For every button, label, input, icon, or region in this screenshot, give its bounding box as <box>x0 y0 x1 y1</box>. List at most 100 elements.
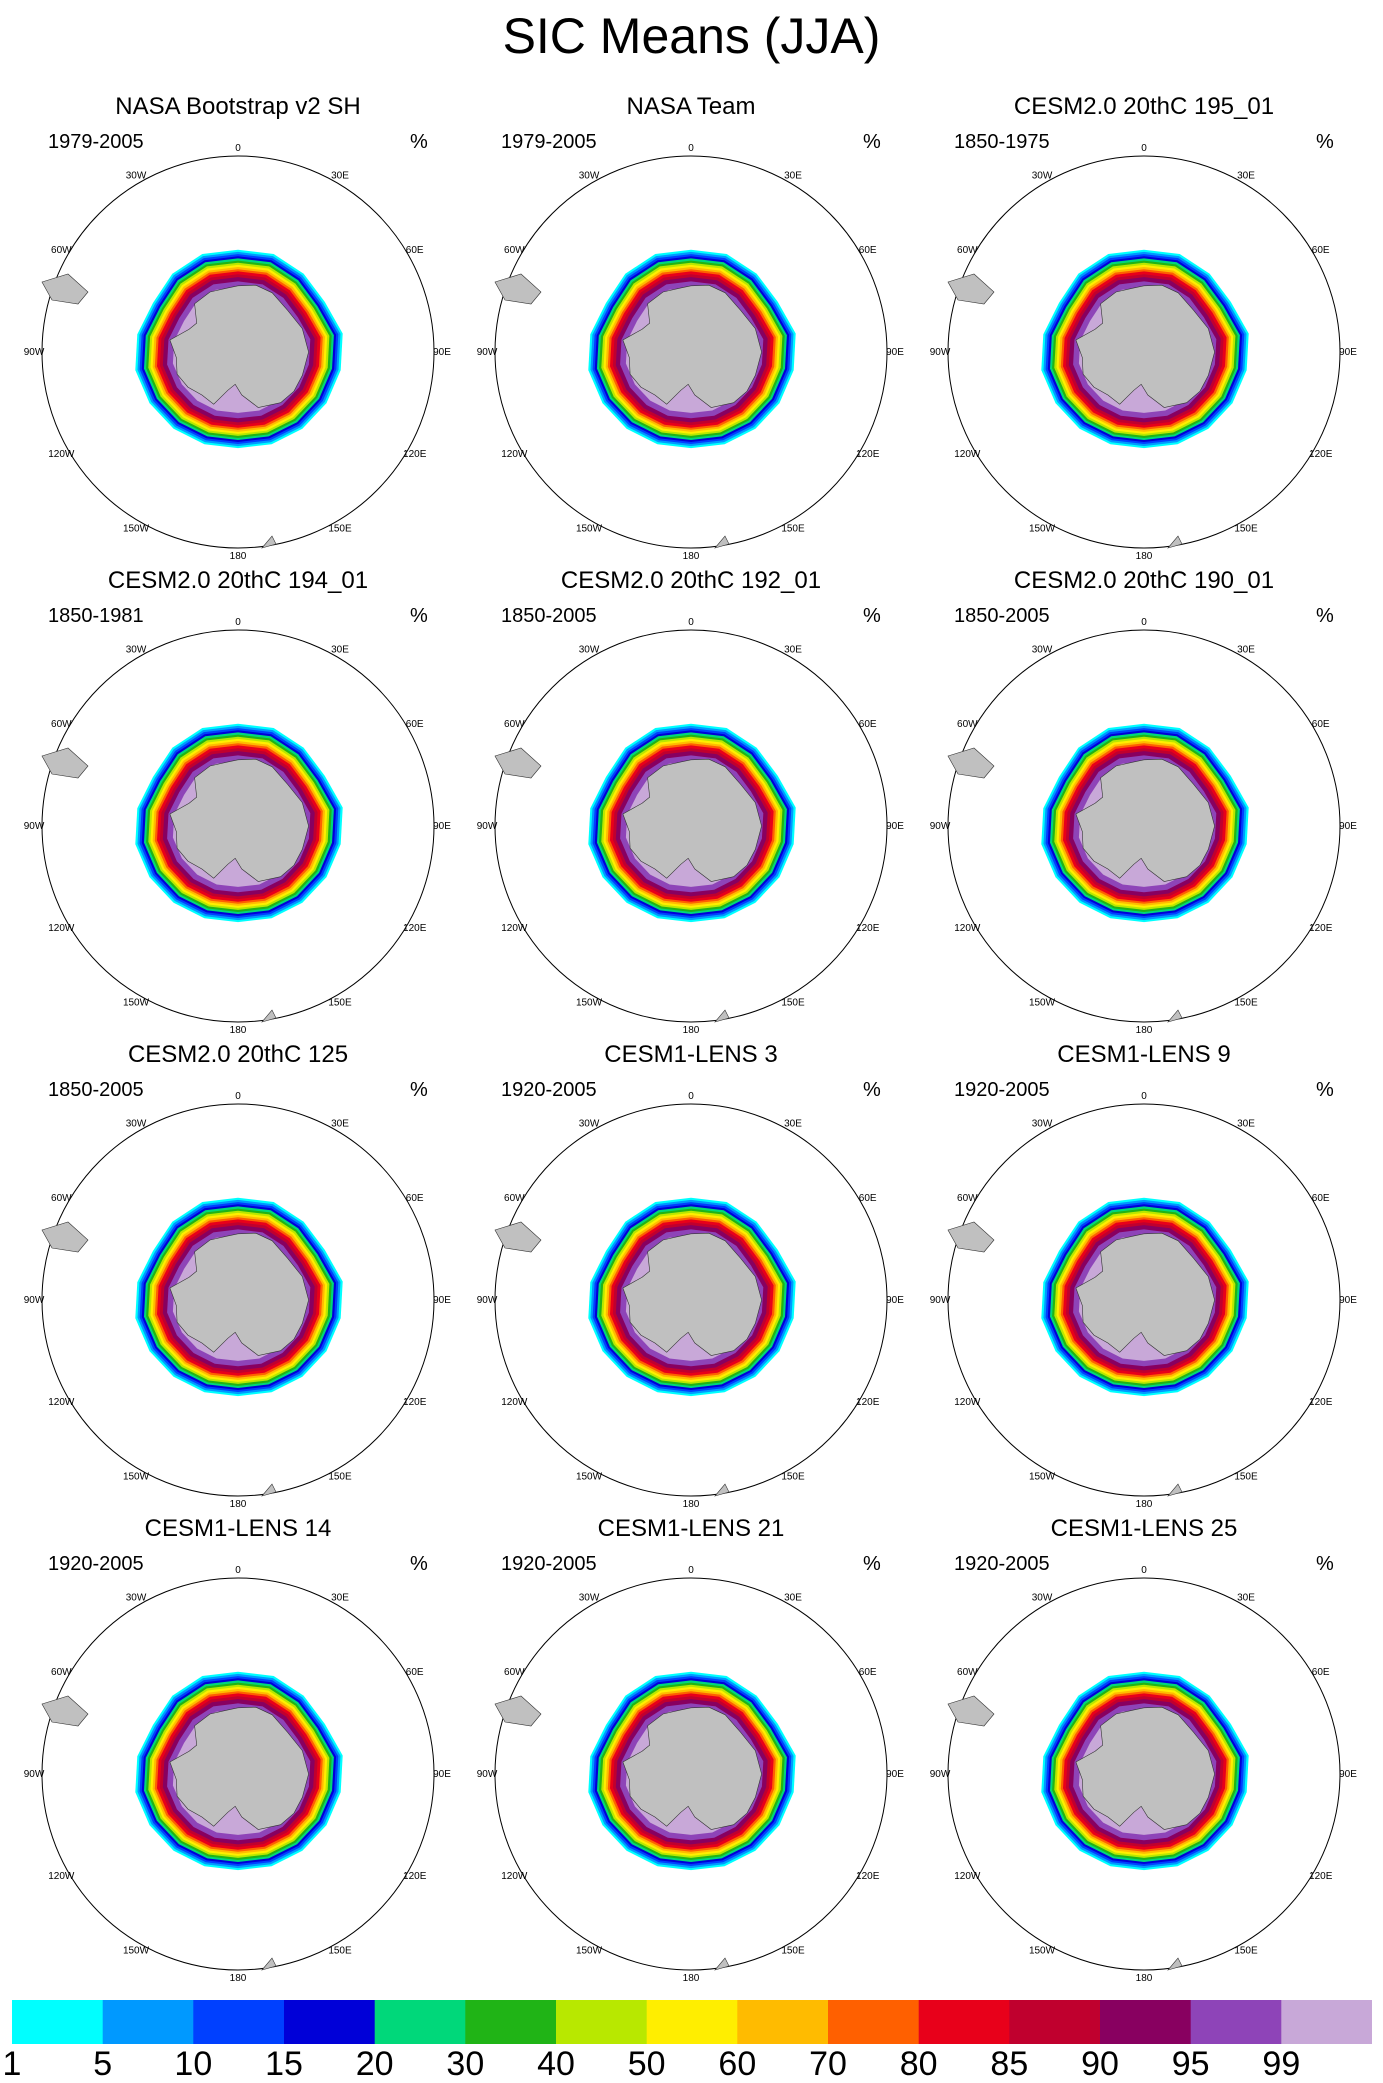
longitude-label: 30E <box>331 1118 349 1129</box>
longitude-label: 30E <box>784 1592 802 1603</box>
colorbar-tick-label: 95 <box>1171 2045 1210 2083</box>
longitude-label: 90E <box>433 347 451 358</box>
south-america-landmass <box>494 747 542 779</box>
polar-map: 0 30E 60E 90E 120E 150E 180 150W 120W 90W 60W 30W <box>24 617 452 1036</box>
south-america-landmass <box>41 1695 89 1727</box>
panel-units: % <box>863 605 881 627</box>
longitude-label: 180 <box>230 1499 247 1510</box>
longitude-label: 90W <box>477 1769 498 1780</box>
longitude-label: 120E <box>403 1397 427 1408</box>
longitude-label: 120W <box>954 1871 981 1882</box>
map-panel: CESM1-LENS 25 1920-2005% 0 30E 60E 90E 120E 150… <box>914 1514 1374 1989</box>
longitude-label: 150E <box>328 998 352 1009</box>
map-panel: CESM1-LENS 9 1920-2005% 0 30E 60E 90E 120E 150E… <box>914 1040 1374 1515</box>
longitude-label: 0 <box>688 143 694 154</box>
longitude-label: 30W <box>579 170 600 181</box>
new-zealand-landmass <box>1167 1009 1183 1023</box>
longitude-label: 90E <box>1339 1769 1357 1780</box>
antarctica-landmass <box>622 1706 762 1830</box>
new-zealand-landmass <box>1167 535 1183 549</box>
south-america-landmass <box>41 1221 89 1253</box>
colorbar-tick-label: 60 <box>718 2045 757 2083</box>
longitude-label: 60E <box>859 719 877 730</box>
panel-years: 1850-2005 <box>48 1079 144 1101</box>
longitude-label: 60E <box>406 245 424 256</box>
longitude-label: 150W <box>123 998 150 1009</box>
longitude-label: 0 <box>1141 143 1147 154</box>
longitude-label: 30W <box>126 1592 147 1603</box>
longitude-label: 120W <box>48 923 75 934</box>
longitude-label: 0 <box>235 1565 241 1576</box>
longitude-label: 90W <box>24 347 45 358</box>
south-america-landmass <box>494 1221 542 1253</box>
colorbar-swatch <box>102 2000 194 2044</box>
longitude-label: 120E <box>856 449 880 460</box>
new-zealand-landmass <box>714 1009 730 1023</box>
longitude-label: 120W <box>48 449 75 460</box>
polar-map: 0 30E 60E 90E 120E 150E 180 150W 120W 90W 60W 30W <box>930 617 1358 1036</box>
longitude-label: 90W <box>477 821 498 832</box>
longitude-label: 60E <box>406 1667 424 1678</box>
colorbar <box>12 2000 1372 2044</box>
new-zealand-landmass <box>1167 1483 1183 1497</box>
panel-units: % <box>410 605 428 627</box>
panel-years: 1979-2005 <box>48 131 144 153</box>
longitude-label: 120W <box>501 923 528 934</box>
longitude-label: 120E <box>403 449 427 460</box>
panel-years: 1850-1975 <box>954 131 1050 153</box>
new-zealand-landmass <box>261 1009 277 1023</box>
panel-title: NASA Bootstrap v2 SH <box>115 93 361 120</box>
new-zealand-landmass <box>261 1957 277 1971</box>
longitude-label: 30E <box>1237 170 1255 181</box>
longitude-label: 90E <box>886 347 904 358</box>
antarctica-landmass <box>622 284 762 408</box>
longitude-label: 60E <box>1312 245 1330 256</box>
south-america-landmass <box>947 747 995 779</box>
longitude-label: 30E <box>1237 1118 1255 1129</box>
longitude-label: 60E <box>406 719 424 730</box>
longitude-label: 90E <box>886 1769 904 1780</box>
longitude-label: 60W <box>957 1667 978 1678</box>
polar-map: 0 30E 60E 90E 120E 150E 180 150W 120W 90W 60W 30W <box>930 1091 1358 1510</box>
colorbar-swatch <box>556 2000 648 2044</box>
longitude-label: 60W <box>51 719 72 730</box>
longitude-label: 60W <box>51 245 72 256</box>
longitude-label: 60W <box>504 245 525 256</box>
colorbar-tick-label: 40 <box>537 2045 575 2083</box>
colorbar-swatch <box>1009 2000 1101 2044</box>
longitude-label: 120W <box>954 1397 981 1408</box>
panel-title: CESM1-LENS 14 <box>144 1515 332 1542</box>
colorbar-swatch <box>1190 2000 1282 2044</box>
colorbar-swatch <box>374 2000 466 2044</box>
longitude-label: 150W <box>576 1472 603 1483</box>
map-panel: CESM2.0 20thC 190_01 1850-2005% 0 30E 60E 90E… <box>914 566 1374 1041</box>
antarctica-landmass <box>1075 284 1215 408</box>
longitude-label: 0 <box>235 617 241 628</box>
panel-title: NASA Team <box>626 93 756 120</box>
longitude-label: 90E <box>433 1295 451 1306</box>
colorbar-labels: 1 5 10 15 20 30 40 50 60 70 80 85 90 95 99 <box>0 2046 1383 2082</box>
longitude-label: 0 <box>688 1565 694 1576</box>
panel-years: 1920-2005 <box>48 1553 144 1575</box>
longitude-label: 30W <box>579 1592 600 1603</box>
longitude-label: 150W <box>1029 998 1056 1009</box>
colorbar-swatch <box>1281 2000 1372 2044</box>
polar-map: 0 30E 60E 90E 120E 150E 180 150W 120W 90W 60W 30W <box>24 143 452 562</box>
map-panel: CESM2.0 20thC 192_01 1850-2005% 0 30E 60E 90E… <box>461 566 921 1041</box>
colorbar-tick-label: 50 <box>627 2045 666 2083</box>
longitude-label: 150E <box>781 1946 805 1957</box>
colorbar-tick-label: 99 <box>1262 2045 1301 2083</box>
longitude-label: 60W <box>504 1193 525 1204</box>
longitude-label: 60E <box>1312 1193 1330 1204</box>
longitude-label: 0 <box>1141 617 1147 628</box>
longitude-label: 150W <box>576 524 603 535</box>
polar-map: 0 30E 60E 90E 120E 150E 180 150W 120W 90W 60W 30W <box>930 143 1358 562</box>
longitude-label: 60W <box>504 719 525 730</box>
longitude-label: 60W <box>51 1667 72 1678</box>
longitude-label: 30E <box>784 644 802 655</box>
panel-years: 1850-2005 <box>954 605 1050 627</box>
panel-units: % <box>410 1553 428 1575</box>
longitude-label: 0 <box>235 1091 241 1102</box>
colorbar-tick-label: 90 <box>1081 2045 1119 2083</box>
panel-title: CESM2.0 20thC 195_01 <box>1013 93 1275 120</box>
